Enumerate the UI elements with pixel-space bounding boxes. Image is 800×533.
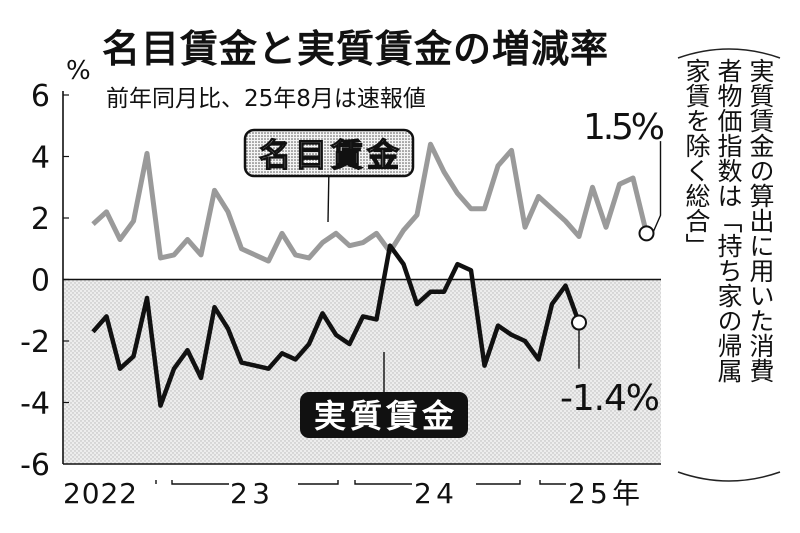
- nominal-end-value: 1.5%: [583, 107, 665, 148]
- nominal-end-marker: [638, 225, 655, 242]
- year-bracket: [354, 480, 412, 485]
- note-line-3: 家賃を除く総合」: [682, 58, 711, 258]
- y-axis-unit: %: [66, 56, 91, 86]
- nominal-callout-box: [243, 128, 415, 178]
- nominal-wage-line: [91, 141, 649, 264]
- y-tick-label: 2: [31, 202, 50, 237]
- year-bracket: [171, 480, 229, 485]
- real-wage-line: [91, 243, 582, 408]
- real-end-marker: [571, 314, 587, 331]
- chart-title: 名目賃金と実質賃金の増減率: [102, 27, 610, 71]
- y-tick-label: -6: [20, 448, 50, 483]
- x-tick-label: 25年: [568, 477, 640, 510]
- y-tick-label: 4: [31, 141, 50, 176]
- x-tick-label: 24: [414, 477, 454, 510]
- nominal-leader-line: [652, 141, 662, 232]
- x-tick-label: 23: [230, 477, 270, 510]
- y-tick-label: 6: [31, 79, 50, 114]
- y-tick-label: -2: [20, 325, 50, 360]
- note-line-2: 者物価指数は「持ち家の帰属: [714, 58, 743, 383]
- real-end-value: -1.4%: [560, 378, 660, 419]
- methodology-note: 実質賃金の算出に用いた消費 者物価指数は「持ち家の帰属 家賃を除く総合」: [670, 40, 788, 490]
- year-bracket: [298, 480, 339, 485]
- year-bracket: [539, 480, 566, 485]
- note-brackets: [677, 48, 781, 482]
- note-line-1: 実質賃金の算出に用いた消費: [746, 58, 775, 383]
- y-tick-label: 0: [31, 264, 50, 299]
- y-tick-label: -4: [20, 387, 50, 422]
- year-bracket: [476, 480, 521, 485]
- real-callout-box: [300, 392, 468, 438]
- chart-subtitle: 前年同月比、25年8月は速報値: [106, 86, 426, 112]
- x-tick-label: 2022: [63, 477, 137, 510]
